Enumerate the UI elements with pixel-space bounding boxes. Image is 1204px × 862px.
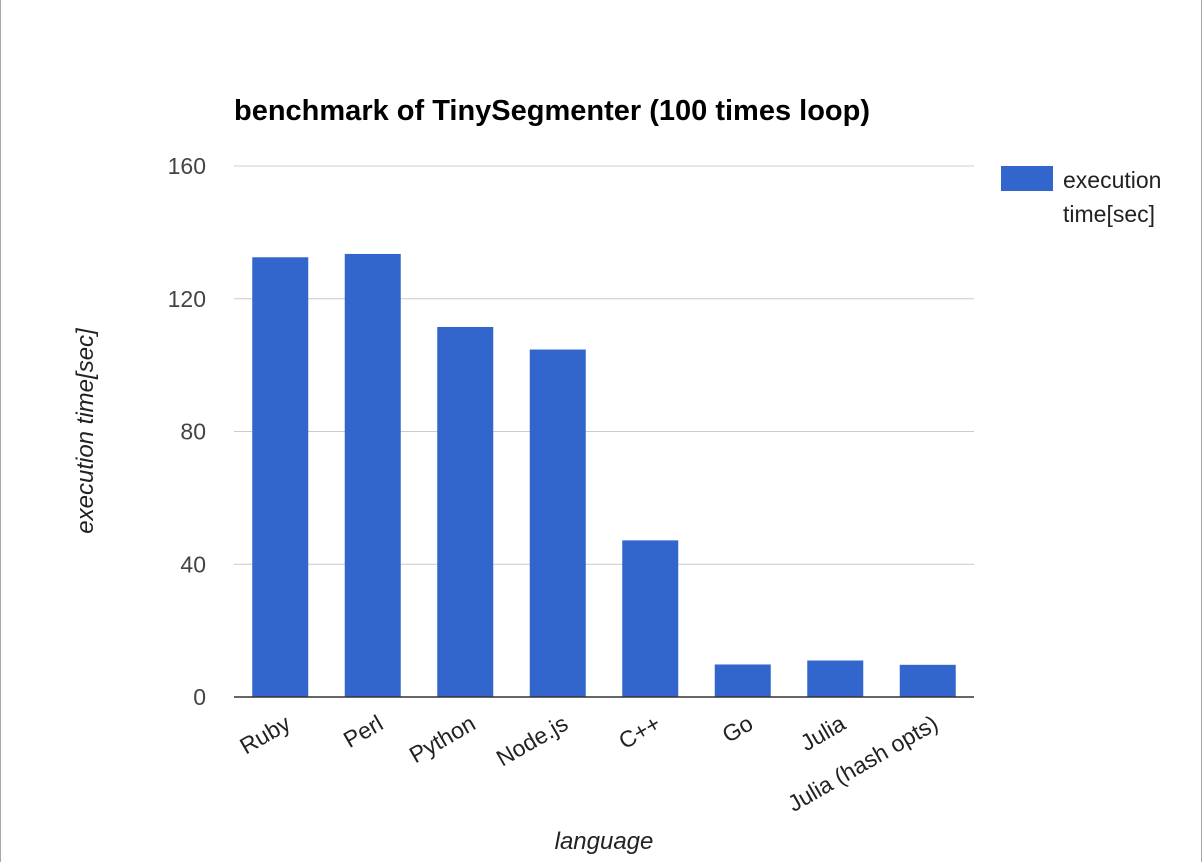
y-axis-title: execution time[sec]	[72, 327, 99, 534]
bar-perl[interactable]	[344, 253, 401, 697]
bar-ruby[interactable]	[252, 257, 309, 697]
y-tick-label: 160	[168, 153, 206, 179]
bar-julia-hash-opts[interactable]	[899, 664, 956, 697]
chart-title: benchmark of TinySegmenter (100 times lo…	[234, 95, 870, 127]
bar-python[interactable]	[437, 326, 494, 697]
y-tick-label: 40	[180, 551, 206, 577]
bar-go[interactable]	[714, 664, 771, 697]
legend[interactable]: execution time[sec]	[1001, 166, 1161, 227]
y-axis-ticks: 0 40 80 120 160	[168, 153, 206, 710]
x-category-label: Python	[405, 710, 480, 768]
y-tick-label: 80	[180, 419, 206, 445]
legend-label-line-2: time[sec]	[1063, 201, 1155, 227]
x-category-label: C++	[614, 710, 665, 754]
bar-node-js[interactable]	[529, 349, 586, 697]
y-tick-label: 0	[193, 684, 206, 710]
legend-swatch	[1001, 166, 1053, 191]
x-category-label: Julia	[796, 710, 850, 756]
bar-c[interactable]	[622, 540, 679, 697]
x-category-label: Go	[718, 710, 758, 748]
x-category-label: Perl	[339, 710, 387, 753]
x-axis-title: language	[555, 828, 654, 855]
x-category-label: Julia (hash opts)	[783, 710, 942, 817]
x-category-label: Ruby	[235, 710, 295, 760]
y-tick-label: 120	[168, 286, 206, 312]
legend-label-line-1: execution	[1063, 167, 1161, 193]
bar-julia[interactable]	[807, 660, 864, 697]
x-category-label: Node.js	[492, 710, 573, 772]
bars	[252, 253, 956, 697]
